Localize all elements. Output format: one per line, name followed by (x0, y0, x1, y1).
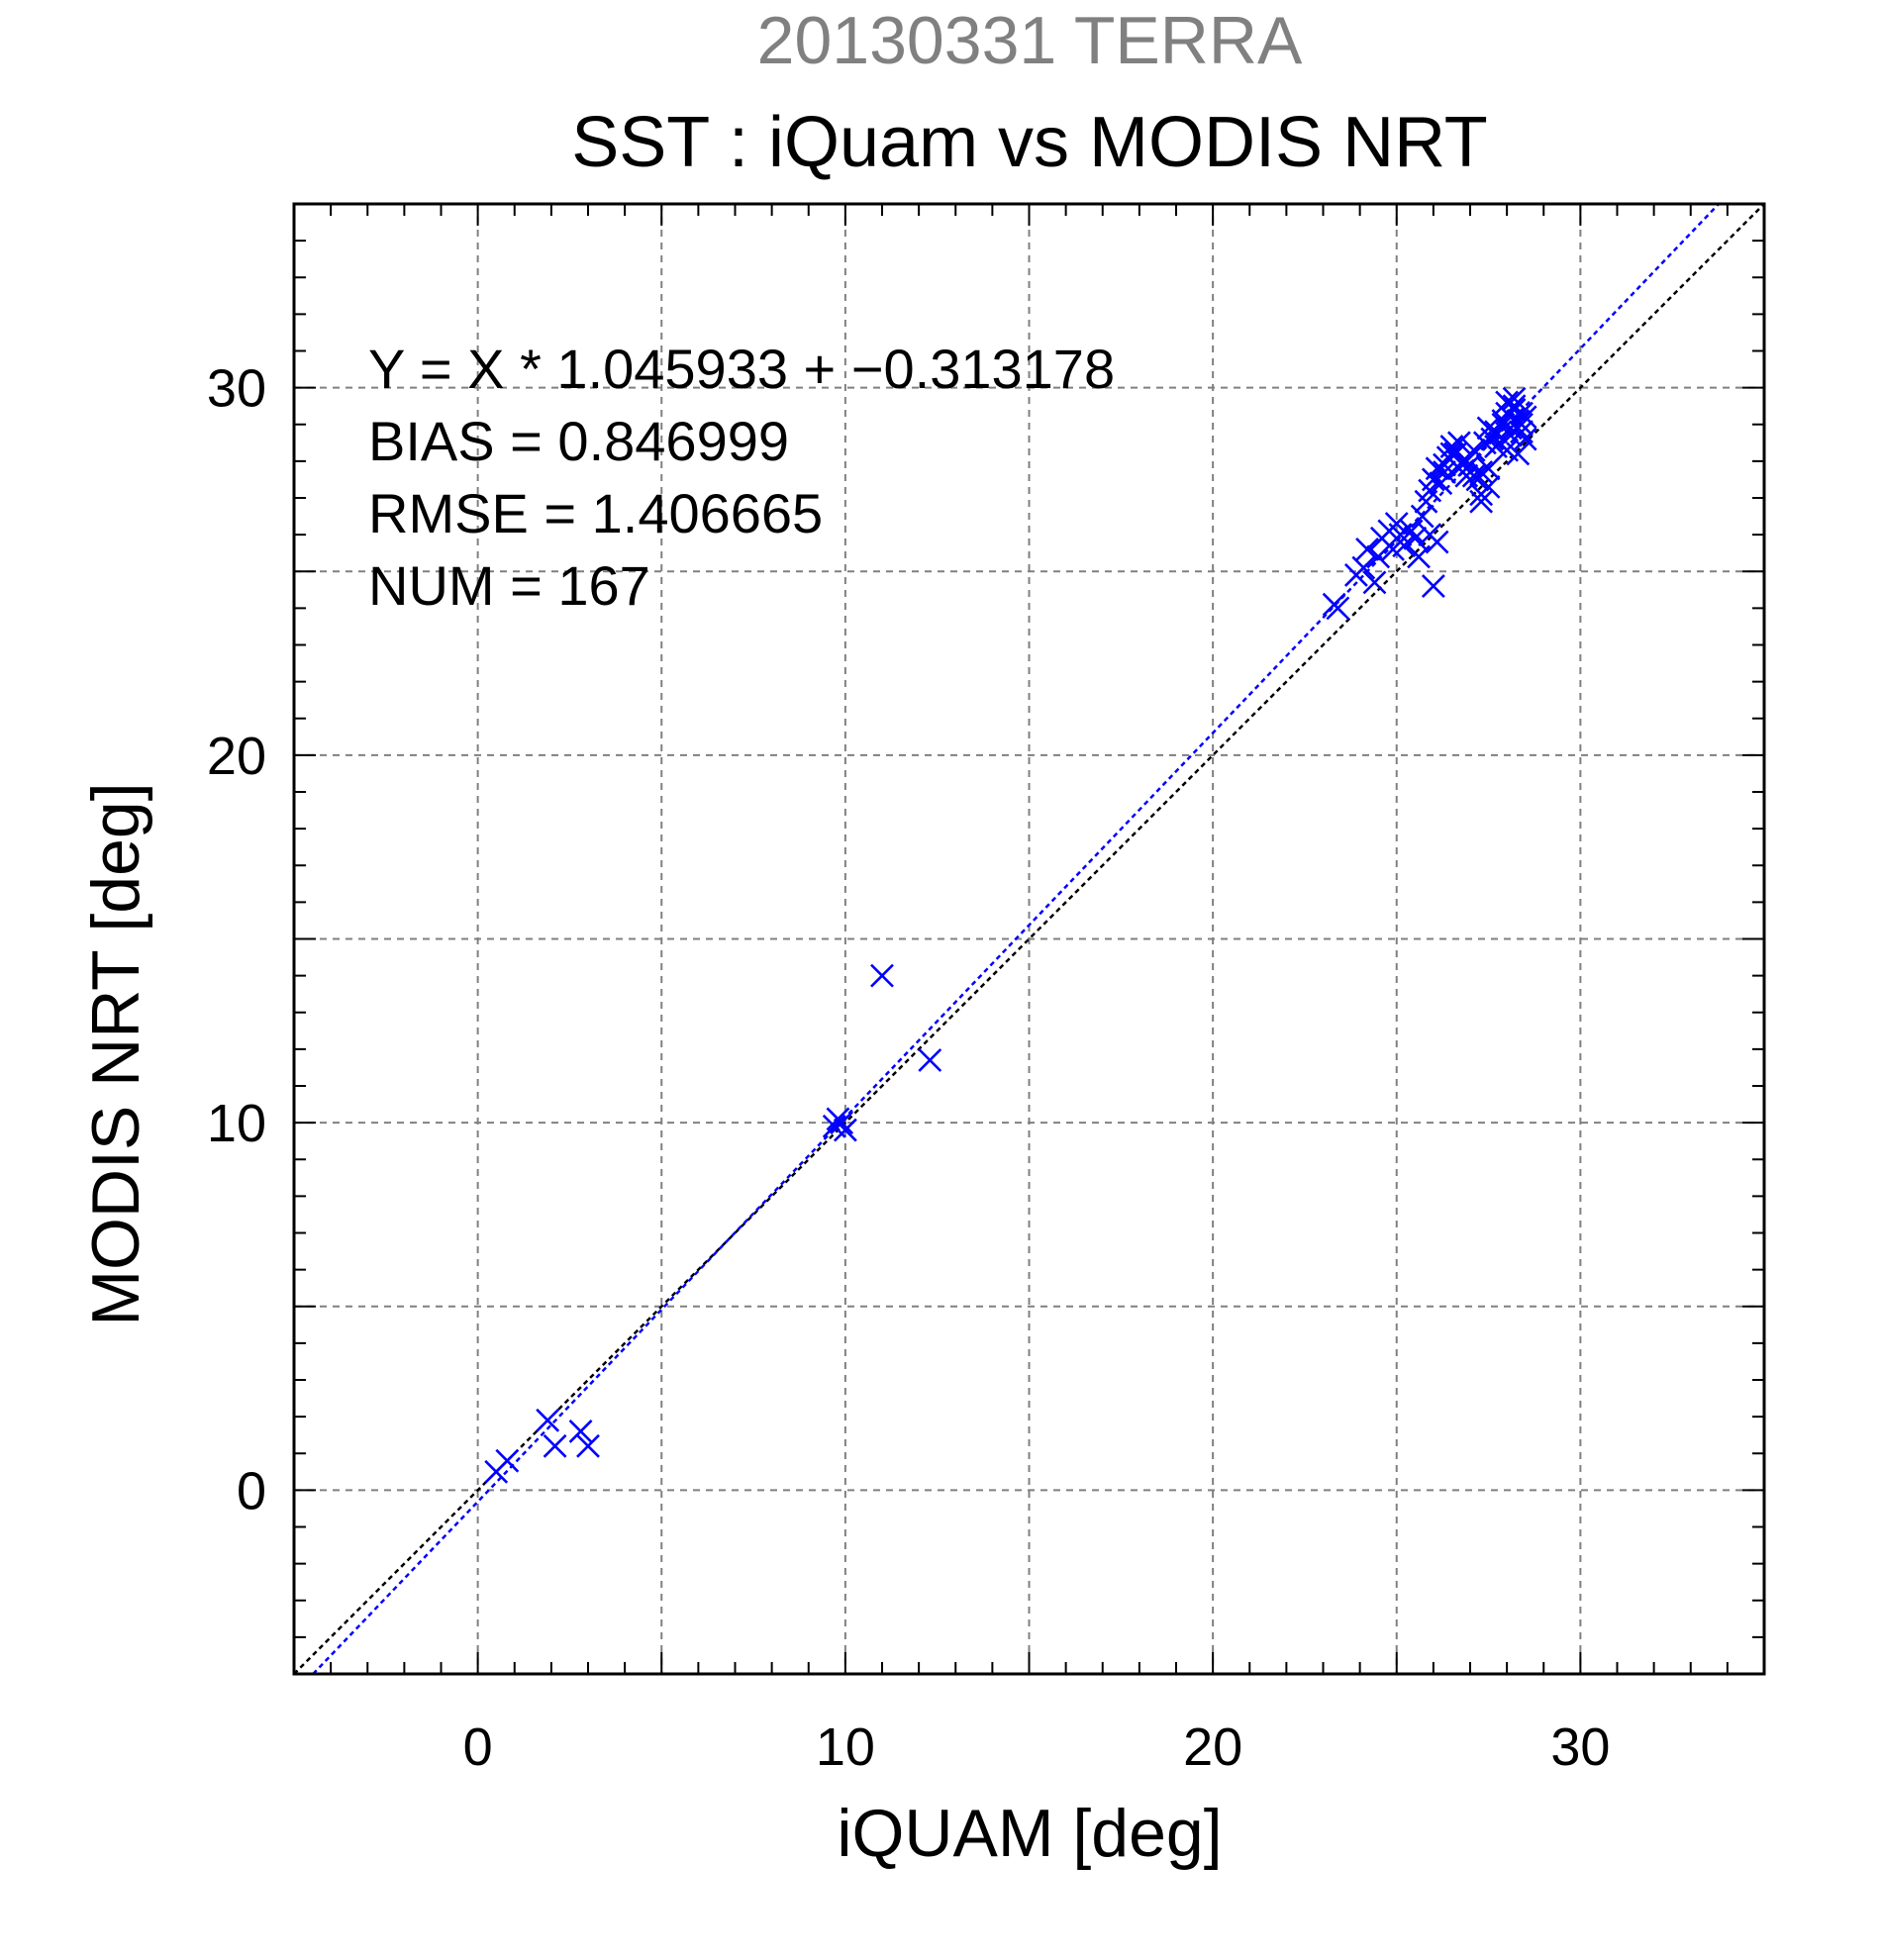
plot-frame (292, 202, 1766, 1676)
data-point (1351, 555, 1376, 580)
data-point (1439, 441, 1464, 466)
chart-suptitle: 20130331 TERRA (757, 3, 1303, 78)
data-point (1403, 526, 1428, 550)
x-axis-label: iQUAM [deg] (837, 1796, 1222, 1871)
y-tick-label: 0 (237, 1461, 266, 1520)
y-tick-label: 10 (207, 1094, 266, 1153)
data-point (568, 1420, 593, 1443)
x-tick-label: 0 (463, 1717, 493, 1777)
data-point (1399, 519, 1424, 543)
data-point (1446, 431, 1471, 455)
data-point (1433, 460, 1456, 484)
data-point (1410, 504, 1435, 529)
data-point (1469, 489, 1494, 514)
data-point (536, 1408, 560, 1432)
data-point (918, 1048, 942, 1072)
tick-labels: 0 10 20 30 0 10 20 30 (207, 359, 1610, 1777)
regression-equation: Y = X * 1.045933 + −0.313178 (368, 338, 1115, 400)
data-point (1495, 438, 1520, 462)
y-tick-label: 20 (207, 727, 266, 786)
data-point (830, 1111, 854, 1135)
data-point (1510, 401, 1534, 426)
data-point (1476, 456, 1501, 481)
data-point (1476, 416, 1501, 441)
regression-line (312, 203, 1720, 1675)
data-point (1461, 463, 1486, 488)
data-point (1454, 448, 1479, 473)
num-stat: NUM = 167 (368, 554, 650, 617)
data-point (1362, 570, 1387, 595)
identity-line (293, 203, 1765, 1675)
data-point (576, 1433, 600, 1458)
reference-lines (293, 203, 1765, 1675)
data-point (1513, 427, 1537, 451)
data-point (543, 1433, 567, 1458)
data-point (1476, 474, 1501, 499)
data-point (1421, 574, 1445, 599)
bias-stat: BIAS = 0.846999 (368, 410, 789, 472)
x-tick-label: 10 (816, 1717, 875, 1777)
x-tick-label: 30 (1550, 1717, 1610, 1777)
chart-title: SST : iQuam vs MODIS NRT (571, 103, 1488, 182)
data-point (495, 1448, 520, 1473)
data-point (870, 963, 894, 988)
data-point (833, 1118, 857, 1142)
data-points (484, 386, 1537, 1484)
data-point (1502, 386, 1527, 411)
data-point (1461, 438, 1486, 462)
data-point (1326, 596, 1350, 621)
y-tick-label: 30 (207, 359, 266, 419)
data-point (1355, 538, 1379, 561)
data-point (1366, 544, 1391, 569)
grid (294, 204, 1764, 1674)
data-point (1510, 412, 1534, 437)
data-point (1469, 460, 1494, 484)
rmse-stat: RMSE = 1.406665 (368, 482, 823, 544)
data-point (1502, 397, 1527, 422)
data-point (1425, 530, 1449, 554)
data-point (1407, 544, 1431, 569)
x-tick-label: 20 (1183, 1717, 1242, 1777)
data-point (1392, 534, 1417, 558)
y-axis-label: MODIS NRT [deg] (78, 782, 153, 1325)
